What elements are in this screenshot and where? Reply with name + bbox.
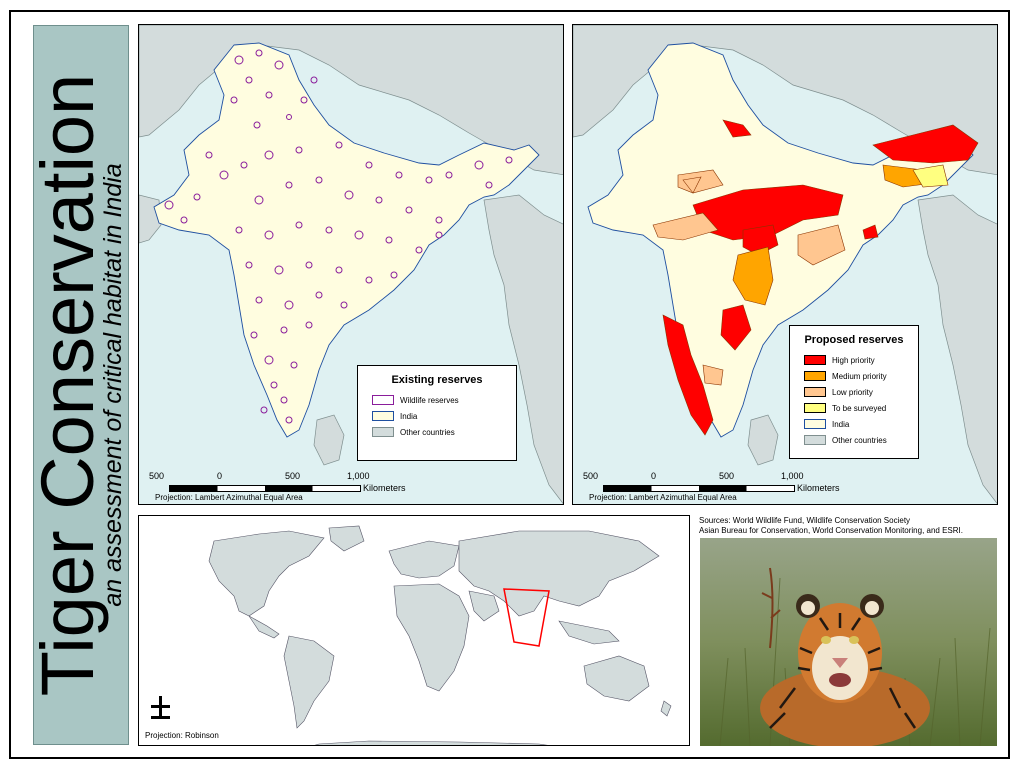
legend-label: India [400,411,418,421]
india-locator-box [503,588,550,647]
world-continents [208,525,672,745]
arabia-shape [468,590,500,622]
legend-swatch [804,403,826,413]
high-priority-area [872,124,979,164]
sri-lanka-shape [313,414,345,466]
proposed-reserves-map: Proposed reserves High priority Medium p… [572,24,998,505]
legend-item-other-countries: Other countries [358,424,516,440]
scale-unit: Kilometers [797,483,840,493]
legend-swatch [372,411,394,421]
legend-item-medium-priority: Medium priority [790,368,918,384]
world-projection-note: Projection: Robinson [145,731,219,740]
poster-frame [9,10,1010,759]
greenland-shape [328,525,365,552]
title-block: Tiger Conservation an assessment of crit… [33,29,127,741]
africa-shape [393,583,470,692]
to-be-surveyed-area [912,164,949,188]
high-priority-area [692,184,844,241]
legend-swatch [372,395,394,405]
legend-label: Other countries [400,427,455,437]
low-priority-area [797,224,846,266]
scale-bar-graphic [169,485,361,492]
legend-swatch [804,435,826,445]
existing-reserves-legend: Existing reserves Wildlife reserves Indi… [357,365,517,461]
proposed-projection-note: Projection: Lambert Azimuthal Equal Area [589,493,737,502]
sources-line: Asian Bureau for Conservation, World Con… [699,526,963,535]
legend-swatch [804,419,826,429]
southeast-asia-islands-shape [558,620,620,645]
sri-lanka-shape [747,414,779,466]
proposed-legend-title: Proposed reserves [804,334,904,346]
low-priority-area [682,176,702,194]
world-map-canvas [151,525,672,745]
legend-label: Medium priority [832,371,887,381]
legend-swatch [804,387,826,397]
poster-title: Tiger Conservation [33,73,109,697]
legend-swatch [804,371,826,381]
scale-unit: Kilometers [363,483,406,493]
high-priority-area [720,304,752,351]
other-countries-shape [573,25,997,176]
scale-label: 0 [651,471,657,481]
central-america-shape [248,615,280,639]
world-locator-map: Projection: Robinson [138,515,690,746]
proposed-scale-bar: 500 0 500 1,000 Kilometers [583,471,883,497]
legend-label: High priority [832,355,875,365]
tiger-illustration [700,538,997,746]
north-america-shape [208,530,325,617]
low-priority-area [702,364,724,386]
tiger-photo [700,538,997,746]
asia-shape [458,530,660,617]
wildlife-reserves [164,49,513,424]
high-priority-area [722,119,752,138]
new-zealand-shape [660,700,672,717]
southeast-asia-shape [917,194,997,504]
high-priority-area [662,314,714,436]
legend-item-india: India [358,408,516,424]
south-america-shape [283,635,335,729]
other-countries-shape [139,25,563,176]
scale-label: 1,000 [347,471,370,481]
existing-scale-bar: 500 0 500 1,000 Kilometers [149,471,449,497]
india-shape [153,42,540,438]
legend-swatch [372,427,394,437]
existing-reserves-map: Existing reserves Wildlife reserves Indi… [138,24,564,505]
legend-item-high-priority: High priority [790,352,918,368]
legend-label: Low priority [832,387,873,397]
antarctica-shape [314,740,548,745]
north-arrow-icon [151,696,170,719]
sources-note: Sources: World Wildlife Fund, Wildlife C… [699,516,963,536]
southeast-asia-shape [483,194,563,504]
scale-label: 0 [217,471,223,481]
europe-shape [388,540,460,579]
legend-item-low-priority: Low priority [790,384,918,400]
scale-label: 500 [149,471,165,481]
legend-item-wildlife-reserves: Wildlife reserves [358,392,516,408]
legend-label: Wildlife reserves [400,395,459,405]
high-priority-area [862,224,879,240]
title-band: Tiger Conservation an assessment of crit… [33,25,129,745]
legend-label: Other countries [832,435,887,445]
sources-line: Sources: World Wildlife Fund, Wildlife C… [699,516,911,525]
existing-projection-note: Projection: Lambert Azimuthal Equal Area [155,493,303,502]
legend-item-other-countries: Other countries [790,432,918,448]
scale-label: 500 [583,471,599,481]
scale-label: 500 [719,471,735,481]
legend-label: India [832,419,850,429]
scale-label: 1,000 [781,471,804,481]
proposed-reserves-legend: Proposed reserves High priority Medium p… [789,325,919,459]
legend-label: To be surveyed [832,403,887,413]
existing-legend-title: Existing reserves [391,374,483,386]
legend-item-india: India [790,416,918,432]
low-priority-area [652,212,719,241]
scale-label: 500 [285,471,301,481]
proposed-map-canvas [573,25,997,504]
proposed-reserve-areas [652,119,979,436]
legend-item-to-be-surveyed: To be surveyed [790,400,918,416]
scale-bar-graphic [603,485,795,492]
legend-swatch [804,355,826,365]
medium-priority-area [732,246,774,306]
australia-shape [583,655,650,702]
